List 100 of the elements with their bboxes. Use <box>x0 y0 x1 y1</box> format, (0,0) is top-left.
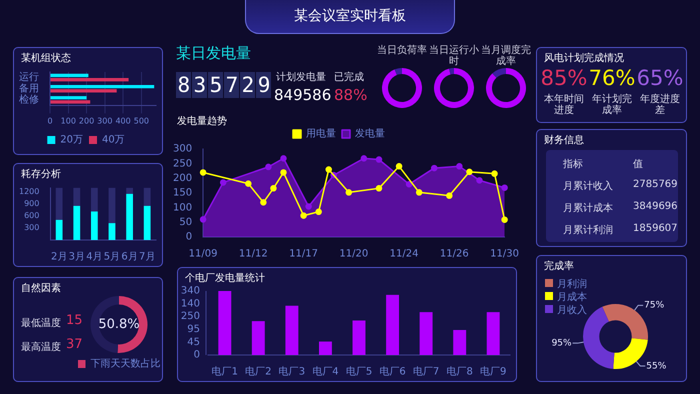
bar <box>50 89 117 92</box>
chart-title: 发电量趋势 <box>177 114 227 128</box>
point <box>456 163 463 170</box>
point <box>501 216 508 223</box>
y-tick-label: 运行 <box>19 71 39 84</box>
x-tick-label: 11/09 <box>188 248 218 260</box>
bar <box>252 321 265 355</box>
point <box>446 192 453 199</box>
text: 计划发电量 <box>276 70 326 84</box>
text: 849586 <box>274 86 332 104</box>
point <box>280 155 287 162</box>
x-tick-label: 200 <box>78 116 94 126</box>
legend-label: 月利润 <box>557 279 587 290</box>
bar <box>126 188 133 194</box>
text: 月累计收入 <box>563 180 613 193</box>
y-tick-label: 检修 <box>19 93 39 106</box>
text: 88% <box>334 86 368 104</box>
text: 指标 <box>563 158 583 171</box>
y-tick-label: 300 <box>24 223 40 232</box>
point <box>260 199 267 206</box>
x-tick-label: 500 <box>134 116 150 126</box>
chart-title: 自然因素 <box>21 282 61 295</box>
x-tick-label: 电厂8 <box>446 366 473 378</box>
legend-label: 用电量 <box>306 128 336 140</box>
text: 年计划完成率 <box>591 94 633 116</box>
chart-title: 耗存分析 <box>21 168 61 181</box>
text: 45 <box>187 336 200 348</box>
text: 已完成 <box>334 70 364 84</box>
y-tick-label: 100 <box>172 202 192 214</box>
y-tick-label: 0 <box>186 232 192 243</box>
text: 月累计成本 <box>563 202 613 215</box>
text: 最高温度 <box>21 340 61 354</box>
text: 3849696 <box>633 201 678 212</box>
bar <box>318 342 332 355</box>
bar <box>285 306 298 355</box>
bar <box>126 194 133 240</box>
point <box>200 216 206 223</box>
text: 37 <box>66 337 83 352</box>
bar <box>90 188 98 212</box>
point <box>360 155 368 162</box>
x-tick-label: 电厂4 <box>312 366 339 378</box>
y-tick-label: 300 <box>172 144 192 155</box>
point <box>376 185 382 192</box>
point <box>270 185 277 192</box>
y-tick-label: 150 <box>172 188 192 199</box>
point <box>376 156 382 163</box>
text: 月累计利润 <box>563 224 613 237</box>
text: 15 <box>66 313 83 328</box>
point <box>501 184 508 191</box>
point <box>300 212 307 219</box>
text: 1859607 <box>633 223 678 234</box>
chart-title: 个电厂发电量统计 <box>185 272 265 285</box>
text: 最低温度 <box>21 316 61 330</box>
x-tick-label: 11/24 <box>390 248 419 260</box>
text: 140 <box>180 298 200 310</box>
x-tick-label: 电厂9 <box>480 366 506 378</box>
text: 65% <box>636 66 684 90</box>
bar <box>73 188 80 206</box>
bar <box>90 211 98 240</box>
data-label: 50.8% <box>98 316 140 332</box>
point <box>430 164 438 172</box>
x-tick-label: 电厂1 <box>212 366 238 378</box>
point <box>396 163 402 170</box>
data-label: 75% <box>644 300 665 311</box>
legend-label: 发电量 <box>355 128 385 140</box>
bar <box>50 84 154 88</box>
y-tick-label: 备用 <box>19 82 39 94</box>
chart-title: 当日运行小时 <box>428 45 480 67</box>
point <box>476 177 483 184</box>
x-tick-label: 2月 <box>50 252 68 263</box>
bar <box>486 312 500 355</box>
y-tick-label: 50 <box>179 216 192 228</box>
point <box>346 189 352 196</box>
x-tick-label: 5月 <box>104 252 120 263</box>
y-tick-label: 1200 <box>19 186 40 196</box>
bar <box>56 188 63 220</box>
bar <box>50 78 129 82</box>
point <box>325 166 332 173</box>
point <box>280 169 287 176</box>
text: 值 <box>633 158 643 171</box>
chart-title: 某机组状态 <box>21 52 71 65</box>
x-tick-label: 6月 <box>121 252 138 263</box>
x-tick-label: 400 <box>115 116 131 126</box>
point <box>315 208 322 216</box>
text: 0 <box>194 350 200 361</box>
text: 本年时间进度 <box>543 94 585 116</box>
legend-label: 40万 <box>102 134 125 146</box>
point <box>265 164 272 170</box>
point <box>200 169 206 176</box>
bar <box>352 320 366 355</box>
text: 某日发电量 <box>176 44 251 63</box>
legend-label: 下雨天天数占比 <box>90 358 160 370</box>
x-tick-label: 11/12 <box>238 248 268 260</box>
bar <box>50 96 87 100</box>
point <box>406 180 412 188</box>
point <box>220 179 226 186</box>
bar <box>50 74 88 78</box>
text: 财务信息 <box>544 134 584 147</box>
text: 95 <box>187 324 200 335</box>
y-tick-label: 200 <box>172 172 192 184</box>
